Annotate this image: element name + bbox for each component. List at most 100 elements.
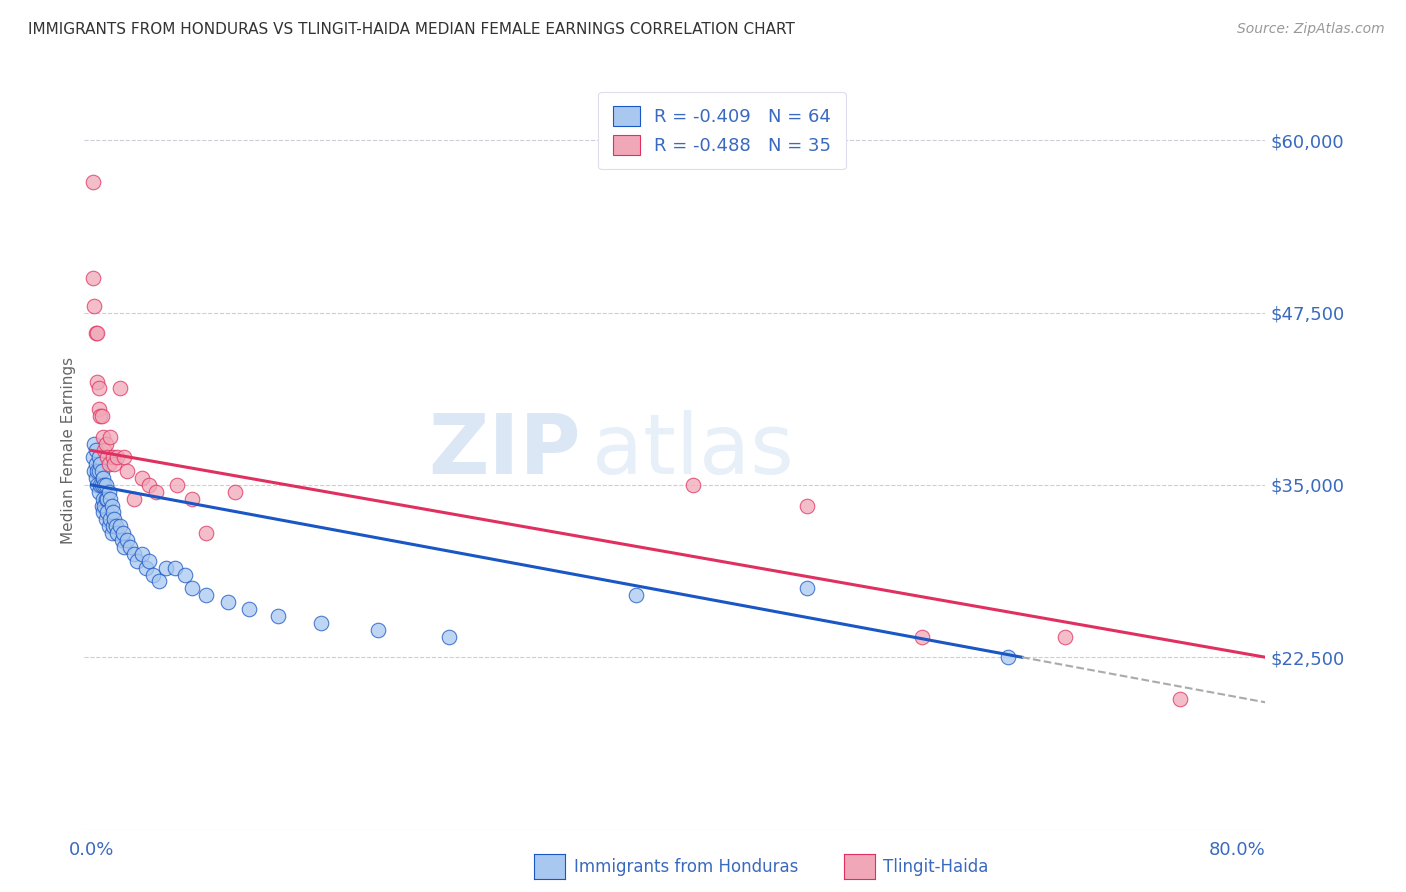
Text: Tlingit-Haida: Tlingit-Haida bbox=[883, 858, 988, 876]
Point bbox=[439, 630, 461, 644]
Point bbox=[1168, 691, 1191, 706]
Point bbox=[87, 464, 110, 478]
Point bbox=[195, 526, 218, 541]
Point bbox=[155, 560, 177, 574]
Point bbox=[103, 512, 125, 526]
Point bbox=[1053, 630, 1076, 644]
Point bbox=[84, 326, 107, 341]
Point bbox=[624, 588, 647, 602]
Point bbox=[98, 491, 121, 506]
Point bbox=[90, 409, 112, 423]
Point bbox=[94, 436, 117, 450]
Point bbox=[96, 506, 118, 520]
Point bbox=[97, 484, 120, 499]
Point bbox=[83, 464, 105, 478]
Point bbox=[97, 457, 120, 471]
Point bbox=[104, 519, 127, 533]
Text: Source: ZipAtlas.com: Source: ZipAtlas.com bbox=[1237, 22, 1385, 37]
Point bbox=[217, 595, 239, 609]
Point bbox=[180, 582, 202, 596]
Point bbox=[89, 478, 111, 492]
Point bbox=[110, 533, 132, 547]
Point bbox=[911, 630, 934, 644]
Point bbox=[309, 615, 332, 630]
Point bbox=[117, 533, 139, 547]
Point bbox=[224, 484, 246, 499]
Point bbox=[127, 554, 149, 568]
Point bbox=[93, 478, 115, 492]
Point bbox=[145, 484, 167, 499]
Point bbox=[108, 519, 131, 533]
Point bbox=[997, 650, 1019, 665]
Point bbox=[93, 443, 115, 458]
Point bbox=[89, 409, 111, 423]
Point bbox=[238, 602, 260, 616]
Point bbox=[266, 608, 288, 623]
Point bbox=[90, 478, 112, 492]
Point bbox=[166, 478, 188, 492]
Y-axis label: Median Female Earnings: Median Female Earnings bbox=[60, 357, 76, 544]
Point bbox=[796, 582, 818, 596]
Point bbox=[105, 450, 128, 465]
Point bbox=[117, 464, 139, 478]
Point bbox=[124, 547, 146, 561]
Legend: R = -0.409   N = 64, R = -0.488   N = 35: R = -0.409 N = 64, R = -0.488 N = 35 bbox=[599, 92, 846, 169]
Point bbox=[195, 588, 218, 602]
Text: atlas: atlas bbox=[592, 410, 794, 491]
Point bbox=[91, 506, 114, 520]
Point bbox=[114, 450, 136, 465]
Point bbox=[131, 471, 153, 485]
Point bbox=[94, 478, 117, 492]
Text: IMMIGRANTS FROM HONDURAS VS TLINGIT-HAIDA MEDIAN FEMALE EARNINGS CORRELATION CHA: IMMIGRANTS FROM HONDURAS VS TLINGIT-HAID… bbox=[28, 22, 794, 37]
Point bbox=[86, 375, 108, 389]
Point bbox=[89, 457, 111, 471]
Point bbox=[98, 512, 121, 526]
Point bbox=[148, 574, 170, 589]
Point bbox=[138, 478, 160, 492]
Point bbox=[83, 299, 105, 313]
Point bbox=[96, 491, 118, 506]
Text: ZIP: ZIP bbox=[427, 410, 581, 491]
Point bbox=[173, 567, 195, 582]
Point bbox=[87, 381, 110, 395]
Point bbox=[84, 471, 107, 485]
Point bbox=[103, 457, 125, 471]
Point bbox=[93, 499, 115, 513]
Point bbox=[97, 519, 120, 533]
Point bbox=[111, 526, 134, 541]
Point bbox=[101, 450, 124, 465]
Point bbox=[135, 560, 157, 574]
Point bbox=[124, 491, 146, 506]
Point bbox=[796, 499, 818, 513]
Point bbox=[91, 471, 114, 485]
Point bbox=[138, 554, 160, 568]
Point bbox=[91, 430, 114, 444]
Point bbox=[87, 450, 110, 465]
Point bbox=[84, 443, 107, 458]
Point bbox=[101, 519, 124, 533]
Point bbox=[682, 478, 704, 492]
Point bbox=[83, 436, 105, 450]
Point bbox=[94, 491, 117, 506]
Point bbox=[94, 512, 117, 526]
Point bbox=[91, 491, 114, 506]
Point bbox=[142, 567, 165, 582]
Point bbox=[101, 506, 124, 520]
Point bbox=[100, 526, 122, 541]
Point bbox=[90, 499, 112, 513]
Point bbox=[86, 464, 108, 478]
Point bbox=[100, 499, 122, 513]
Text: Immigrants from Honduras: Immigrants from Honduras bbox=[574, 858, 799, 876]
Point bbox=[163, 560, 186, 574]
Point bbox=[105, 526, 128, 541]
Point bbox=[108, 381, 131, 395]
Point bbox=[82, 271, 104, 285]
Point bbox=[86, 326, 108, 341]
Point bbox=[114, 540, 136, 554]
Point bbox=[180, 491, 202, 506]
Point bbox=[367, 623, 389, 637]
Point bbox=[98, 430, 121, 444]
Point bbox=[87, 402, 110, 417]
Point bbox=[120, 540, 142, 554]
Point bbox=[87, 484, 110, 499]
